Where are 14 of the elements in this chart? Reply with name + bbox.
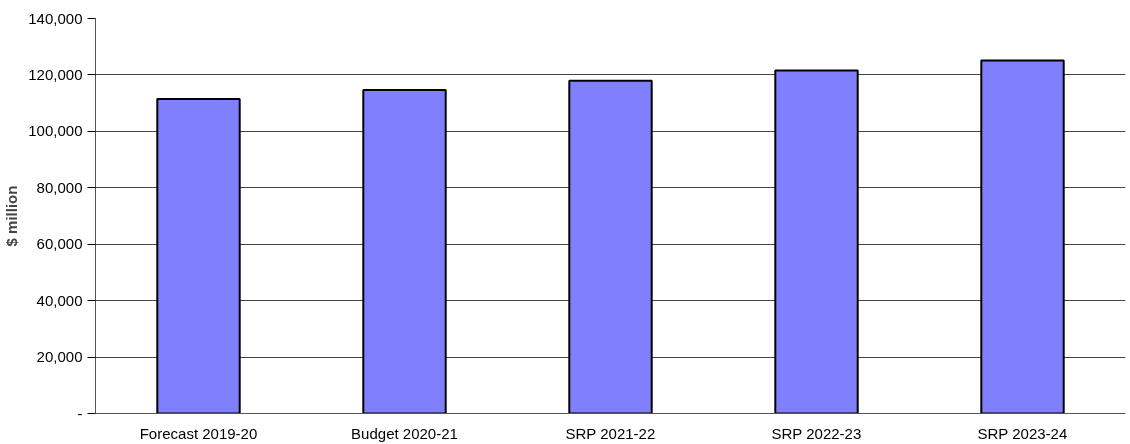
- y-tick-label: 60,000: [36, 235, 83, 253]
- y-tick-label: 140,000: [28, 9, 83, 27]
- y-tick-label: 80,000: [36, 178, 83, 196]
- x-tick-label: Budget 2020-21: [351, 424, 458, 442]
- y-tick-label: 40,000: [36, 291, 83, 309]
- x-tick-label: SRP 2021-22: [565, 424, 656, 442]
- y-tick-label: 100,000: [28, 122, 83, 140]
- y-axis-title: $ million: [3, 185, 21, 247]
- y-tick-label: -: [77, 404, 83, 422]
- x-tick-label: Forecast 2019-20: [139, 424, 258, 442]
- y-tick-label: 120,000: [28, 65, 83, 83]
- x-tick-label: SRP 2023-24: [977, 424, 1068, 442]
- x-tick-label: SRP 2022-23: [771, 424, 862, 442]
- y-tick-label: 20,000: [36, 348, 83, 366]
